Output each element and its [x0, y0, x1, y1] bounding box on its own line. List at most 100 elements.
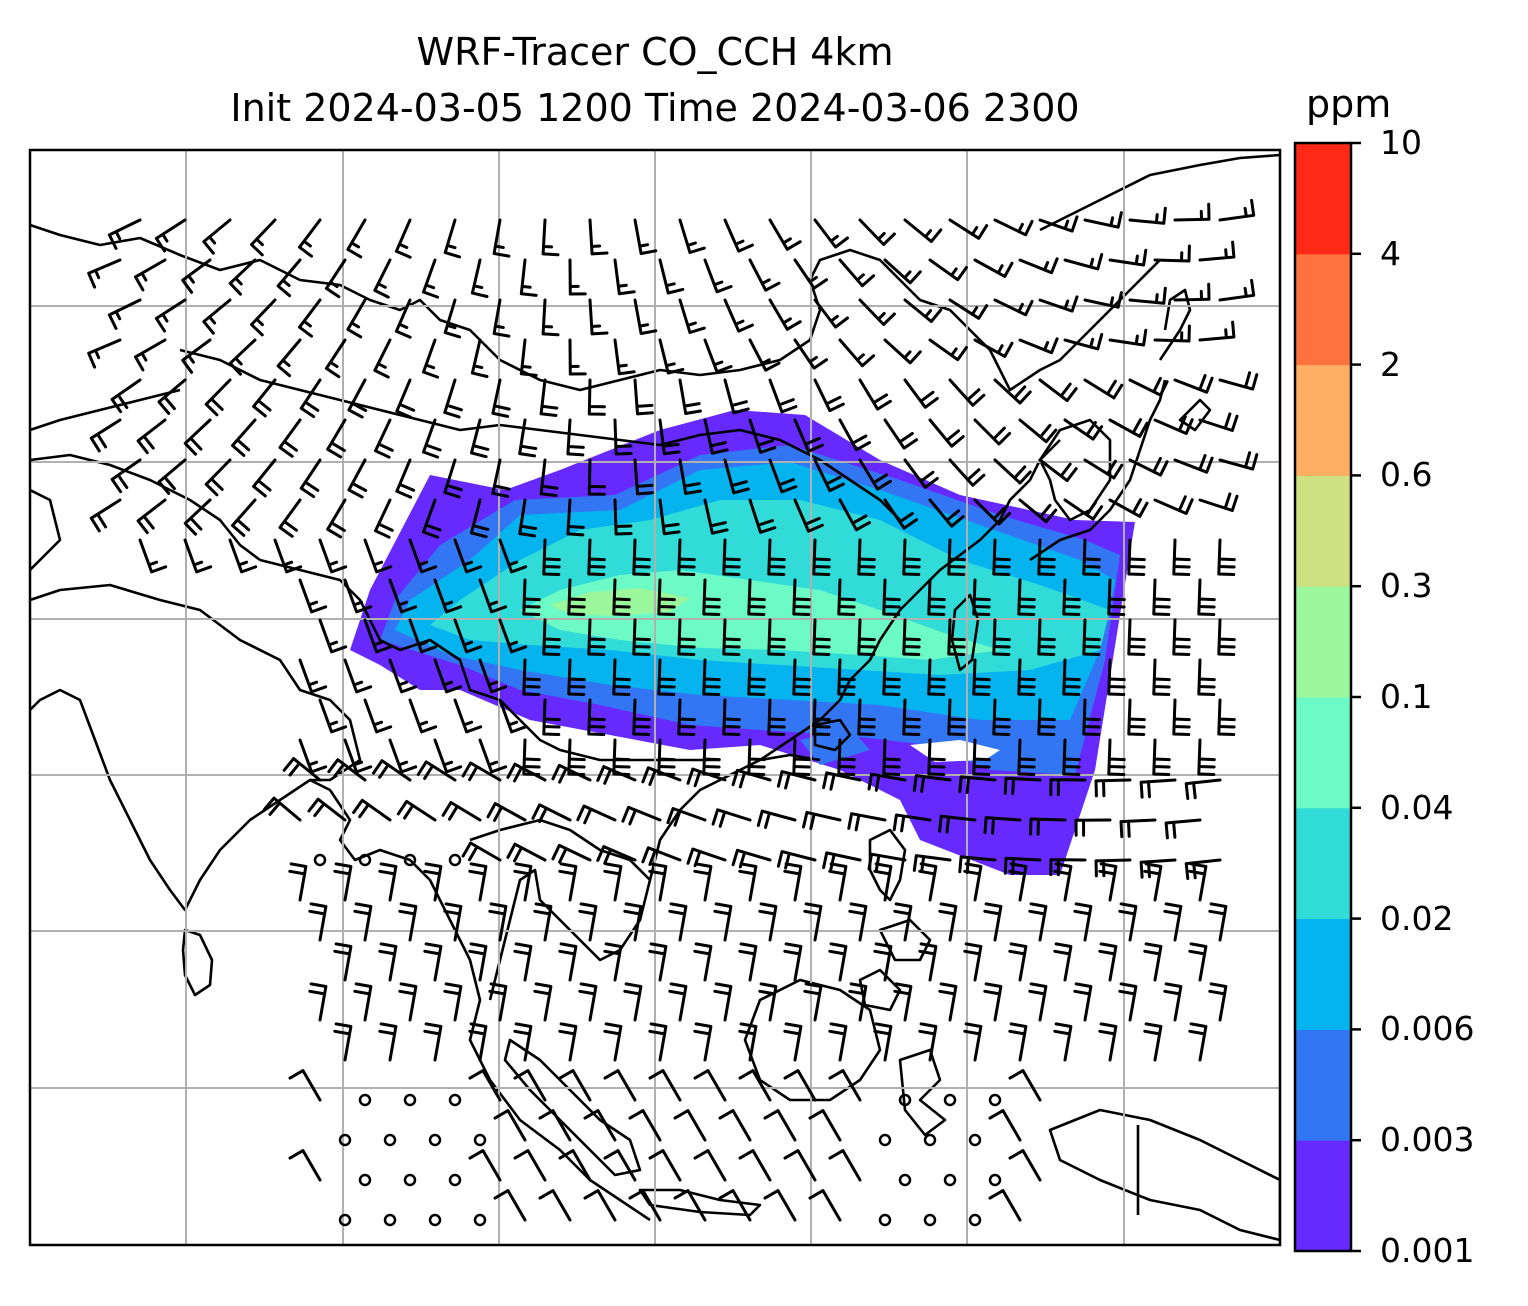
wind-barb: [347, 458, 368, 499]
wind-barb: [423, 862, 443, 902]
wind-barb: [1062, 738, 1081, 776]
wind-barb: [1208, 982, 1228, 1022]
wind-barb: [513, 1022, 533, 1062]
wind-barb: [738, 1149, 772, 1182]
wind-barb: [802, 810, 842, 831]
wind-barb: [938, 902, 958, 942]
wind-barb: [587, 458, 606, 496]
wind-barb: [396, 799, 437, 822]
wind-barb: [1017, 738, 1036, 776]
wind-barb: [1153, 324, 1191, 343]
wind-barb: [803, 982, 823, 1022]
wind-barb: [1038, 295, 1079, 313]
wind-barb: [443, 902, 463, 942]
wind-barb: [378, 942, 398, 982]
wind-barb: [703, 338, 733, 374]
wind-barb: [767, 698, 786, 736]
wind-barb: [423, 942, 443, 982]
wind-barb: [538, 1109, 572, 1142]
wind-barb: [882, 658, 901, 696]
calm-circle: [988, 1093, 1002, 1107]
wind-barb: [1083, 378, 1124, 400]
calm-circle: [473, 1133, 487, 1147]
wind-barb: [693, 1149, 727, 1182]
wind-barb: [992, 698, 1011, 736]
wind-barb: [1217, 698, 1236, 736]
wind-barb: [972, 738, 991, 776]
wind-barb: [633, 218, 658, 255]
wind-barb: [756, 809, 797, 829]
colorbar-segment: [1295, 918, 1351, 1030]
wind-barb: [1218, 371, 1259, 391]
wind-barb: [948, 298, 989, 320]
wind-barb: [1127, 538, 1146, 576]
calm-circle: [448, 1093, 462, 1107]
wind-barb: [513, 942, 533, 982]
wind-barb: [928, 258, 968, 282]
wind-barb: [988, 1109, 1022, 1142]
wind-barb: [539, 378, 559, 417]
wind-barb: [326, 498, 347, 539]
wind-barb: [747, 578, 766, 616]
colorbar-tick-label: 0.6: [1380, 455, 1433, 495]
wind-barb: [453, 698, 483, 734]
wind-barb: [373, 258, 392, 299]
wind-barb: [648, 1022, 668, 1062]
wind-barb: [498, 538, 528, 574]
wind-barb: [603, 1149, 637, 1182]
wind-barb: [678, 458, 702, 495]
wind-barb: [603, 1069, 637, 1102]
wind-barb: [648, 1149, 682, 1182]
wind-barb: [857, 698, 876, 736]
wind-barb: [783, 942, 803, 982]
wind-barb: [183, 538, 213, 574]
wind-barb: [347, 378, 368, 419]
wind-barb: [136, 418, 167, 455]
wind-barb: [398, 902, 418, 942]
wind-barb: [228, 538, 258, 574]
wind-barb: [1173, 454, 1214, 474]
wind-barb: [658, 418, 681, 456]
wind-barb: [1143, 942, 1163, 982]
wind-barb: [1049, 778, 1087, 797]
wind-barb: [873, 1022, 893, 1062]
wind-barb: [498, 698, 528, 734]
wind-barb: [892, 813, 932, 833]
wind-barb: [1153, 244, 1191, 263]
wind-barb: [541, 298, 560, 337]
wind-barb: [848, 982, 868, 1022]
wind-barb: [298, 578, 328, 614]
wind-barb: [1017, 658, 1036, 696]
wind-barb: [1128, 206, 1167, 225]
wind-barb: [1143, 862, 1163, 902]
wind-barb: [1127, 698, 1146, 736]
wind-barb: [1107, 738, 1126, 776]
wind-barb: [1163, 982, 1183, 1022]
wind-barb: [1037, 618, 1056, 656]
wind-barb: [658, 338, 685, 375]
wind-barb: [491, 458, 511, 498]
wind-barb: [326, 418, 347, 459]
calm-circle: [898, 1093, 912, 1107]
wind-barb: [723, 378, 750, 415]
wind-barb: [603, 862, 623, 902]
wind-barb: [531, 803, 572, 824]
wind-barb: [1152, 658, 1171, 696]
colorbar-segment: [1295, 1029, 1351, 1141]
wind-barb: [202, 218, 232, 255]
wind-barb: [1063, 333, 1104, 351]
wind-barb: [250, 218, 277, 257]
wind-barb: [1108, 498, 1149, 518]
wind-barb: [1003, 776, 1042, 796]
colorbar-tick-label: 0.006: [1380, 1009, 1475, 1049]
wind-barb: [838, 338, 876, 368]
calm-circle: [943, 1173, 957, 1187]
wind-barb: [542, 618, 561, 656]
wind-barb: [848, 902, 868, 942]
wind-barb: [378, 862, 398, 902]
wind-barb: [181, 338, 212, 374]
wind-barb: [703, 258, 733, 294]
wind-barb: [324, 338, 347, 379]
wind-barb: [1198, 240, 1236, 262]
wind-barb: [468, 862, 488, 902]
